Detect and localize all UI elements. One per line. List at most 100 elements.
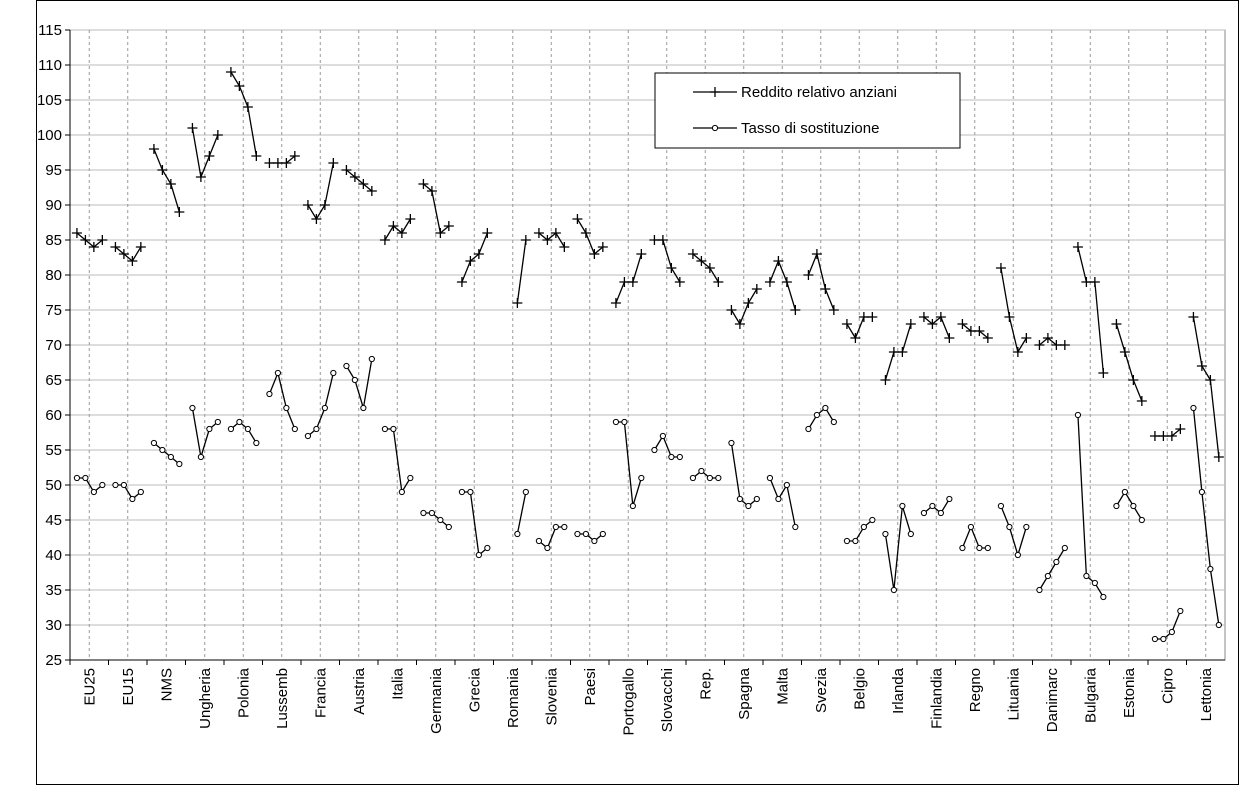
x-tick-label: Romania [505, 667, 522, 728]
y-tick-label: 60 [45, 407, 62, 424]
x-tick-label: Spagna [736, 667, 753, 719]
point [666, 263, 677, 273]
point [867, 312, 878, 322]
point [512, 298, 523, 308]
point [321, 404, 328, 412]
point [197, 453, 204, 461]
series-line [423, 183, 450, 235]
point [110, 242, 121, 252]
series-line [615, 421, 642, 507]
point [1166, 431, 1177, 441]
series-line [653, 434, 680, 458]
point [381, 425, 389, 433]
point [150, 439, 158, 447]
point [589, 249, 600, 259]
x-tick-label: Irlanda [890, 667, 907, 714]
point [1196, 361, 1207, 371]
point [1149, 431, 1160, 441]
legend-label: Reddito relativo anziani [741, 84, 897, 101]
point [195, 172, 206, 182]
point [157, 165, 168, 175]
series-line [1000, 267, 1027, 354]
point [1074, 411, 1082, 419]
x-tick-label: Lituania [1005, 667, 1022, 720]
point [764, 277, 775, 287]
point [330, 369, 337, 377]
point [888, 347, 899, 357]
point [1023, 523, 1030, 531]
point [805, 425, 812, 433]
x-tick-label: Slovenia [543, 667, 560, 725]
point [687, 249, 698, 259]
point [398, 488, 405, 496]
point [927, 319, 938, 329]
point [743, 298, 754, 308]
point [1091, 579, 1098, 587]
point [1053, 558, 1060, 566]
point [572, 214, 583, 224]
point [435, 228, 446, 238]
series-line [230, 71, 257, 157]
point [745, 502, 752, 510]
series-line [1000, 505, 1027, 558]
point [610, 298, 621, 308]
point [1061, 544, 1068, 552]
point [1215, 621, 1222, 629]
point [803, 270, 814, 280]
y-tick-label: 30 [45, 617, 62, 634]
point [396, 228, 407, 238]
y-tick-label: 55 [45, 442, 62, 459]
point [520, 235, 531, 245]
point [984, 544, 991, 552]
point [619, 277, 630, 287]
y-tick-label: 70 [45, 337, 62, 354]
point [734, 319, 745, 329]
point [1198, 488, 1206, 496]
x-tick-label: Ungheria [197, 667, 214, 729]
series-line [692, 253, 719, 283]
point [289, 151, 300, 161]
series-line [1154, 610, 1181, 640]
point [242, 102, 253, 112]
series-line [807, 251, 835, 311]
point [627, 277, 638, 287]
point [341, 165, 352, 175]
series-line [576, 218, 604, 256]
point [668, 453, 675, 461]
y-tick-label: 100 [37, 127, 62, 144]
point [311, 214, 322, 224]
series-line [577, 533, 604, 542]
x-tick-label: NMS [158, 668, 175, 701]
point [458, 488, 466, 496]
point [781, 277, 792, 287]
series-line [1115, 323, 1143, 402]
point [88, 242, 99, 252]
point [165, 179, 176, 189]
point [484, 544, 491, 552]
point [629, 502, 636, 510]
point [1021, 333, 1032, 343]
series-line [730, 288, 758, 326]
point [649, 235, 660, 245]
series-line [516, 491, 527, 535]
x-tick-label: Portogallo [620, 668, 637, 736]
point [428, 509, 435, 517]
series-line [884, 505, 912, 591]
point [456, 277, 467, 287]
point [638, 474, 645, 482]
x-tick-label: Bulgaria [1082, 667, 1099, 723]
point [467, 488, 474, 496]
point [358, 179, 369, 189]
x-tick-label: Svezia [813, 667, 830, 713]
point [753, 495, 760, 503]
point [880, 375, 891, 385]
point [1207, 565, 1214, 573]
point [1059, 340, 1070, 350]
point [1036, 586, 1043, 594]
point [475, 551, 482, 559]
point [366, 186, 377, 196]
point [869, 516, 876, 524]
point [1044, 572, 1052, 580]
x-tick-label: Austria [351, 667, 368, 714]
point [1205, 375, 1216, 385]
